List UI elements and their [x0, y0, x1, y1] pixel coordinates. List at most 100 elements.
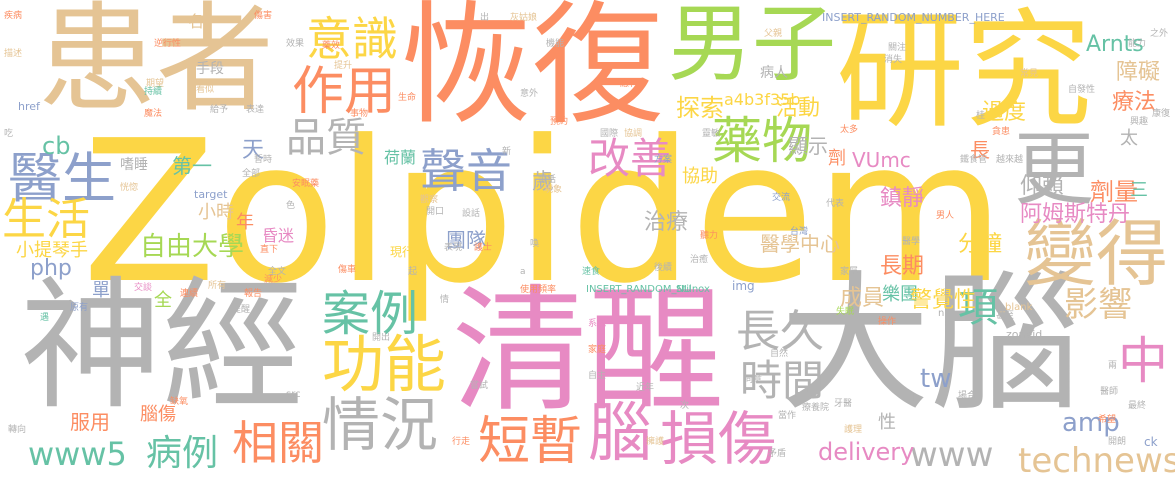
word: 開朗 — [1108, 437, 1127, 447]
word: Stilnox — [676, 284, 710, 295]
word: 劑量 — [1090, 178, 1138, 206]
word: 護士 — [474, 243, 493, 253]
word: 直下 — [260, 245, 279, 255]
word: 嘗試 — [470, 381, 489, 391]
word: 歲 — [532, 170, 555, 195]
word: 表現 — [444, 243, 463, 253]
word: technews — [1018, 441, 1175, 481]
word: 鐵食管 — [960, 155, 988, 165]
word: 描述 — [4, 49, 23, 59]
word: 醫學 — [902, 237, 921, 247]
word: target — [194, 188, 228, 201]
word: 應有 — [620, 79, 639, 89]
word: 最終 — [1128, 401, 1147, 411]
word: 昏迷 — [262, 226, 295, 245]
word: 聲音 — [420, 144, 512, 198]
word: 同意 — [744, 375, 763, 385]
word: 短暫 — [478, 412, 583, 472]
word: 全部 — [242, 169, 261, 179]
word: 遇 — [40, 313, 50, 323]
word: 仰賴 — [1020, 174, 1065, 199]
word: 起 — [408, 267, 418, 277]
word: 吃 — [4, 129, 14, 139]
word-zolpidem: Zolpidem — [82, 99, 1006, 327]
word: 品質 — [286, 115, 366, 161]
word: 天 — [242, 138, 265, 163]
word: 系統 — [588, 319, 607, 329]
word: VUmc — [852, 148, 911, 172]
word: 色 — [286, 201, 296, 211]
word: 情 — [440, 295, 450, 305]
word: n — [938, 308, 945, 319]
word: 矛盾 — [768, 449, 787, 459]
word: 荷蘭 — [384, 148, 417, 167]
word: 協調 — [624, 129, 643, 139]
word: 興趣 — [1130, 117, 1149, 127]
word: 出 — [480, 13, 490, 23]
word: amp — [1062, 408, 1120, 438]
word: 現行 — [390, 245, 415, 259]
word: 藥物 — [712, 112, 812, 170]
word: 越來越 — [996, 155, 1024, 165]
word: 自主 — [588, 371, 607, 381]
word: 項 — [958, 285, 998, 331]
word: 功能 — [322, 328, 447, 401]
word: 提醒 — [232, 305, 251, 315]
word: 速食 — [582, 267, 601, 277]
word: ck — [1144, 435, 1158, 449]
word: 小時 — [198, 202, 234, 223]
word: 提升 — [334, 61, 353, 71]
word: 意外 — [520, 89, 539, 99]
word: 長 — [970, 138, 990, 162]
word: 轉向 — [8, 425, 27, 435]
word: 報告 — [244, 289, 263, 299]
word: 療養院 — [802, 403, 830, 413]
word: 病例 — [146, 433, 219, 474]
word: 意識 — [306, 12, 398, 66]
word: 效果 — [286, 39, 305, 49]
word: 影響 — [1064, 285, 1132, 325]
word: 近年 — [636, 383, 655, 393]
word: img — [732, 279, 755, 293]
word: 交談 — [134, 283, 153, 293]
word: 父親 — [764, 29, 783, 39]
word: 灰姑娘 — [510, 13, 538, 23]
word: 給予 — [210, 105, 229, 115]
word: tw — [920, 364, 952, 394]
word: 男子 — [668, 0, 837, 93]
word: 所有 — [208, 281, 227, 291]
word: 阿姆斯特丹 — [1020, 202, 1131, 227]
word: 年 — [236, 212, 254, 233]
word: 作用 — [292, 62, 397, 122]
word: 看似 — [196, 85, 215, 95]
word: 後續 — [654, 263, 673, 273]
word: 案例 — [322, 286, 419, 342]
word: 病人 — [760, 65, 788, 81]
word: INSERT_RANDOM_NU — [586, 284, 692, 295]
word: 長久 — [736, 306, 824, 357]
word: 障礙 — [1116, 60, 1161, 85]
word: 過度 — [982, 100, 1027, 125]
word: 名 — [188, 12, 205, 31]
word: 疾病 — [4, 11, 23, 21]
word: 鎮靜 — [880, 186, 925, 211]
word: 太多 — [840, 125, 859, 135]
word: 台灣 — [790, 227, 809, 237]
word: 關注 — [888, 43, 907, 53]
word: 時間 — [740, 356, 825, 405]
word: 連續 — [180, 289, 199, 299]
word: 更 — [1014, 123, 1094, 216]
word: 小提琴手 — [16, 240, 88, 261]
word: 生活 — [2, 194, 90, 245]
word: 變得 — [1024, 212, 1169, 296]
word: 治癒 — [690, 255, 709, 265]
word: www — [910, 435, 994, 475]
word: 神經 — [20, 264, 304, 429]
word: 協助 — [682, 166, 718, 187]
word: 常見 — [1020, 69, 1039, 79]
word: 全 — [154, 290, 172, 311]
word: 三 — [1130, 180, 1148, 201]
word: 交流 — [772, 193, 791, 203]
word: 次 — [680, 401, 690, 411]
word: src — [286, 389, 301, 400]
